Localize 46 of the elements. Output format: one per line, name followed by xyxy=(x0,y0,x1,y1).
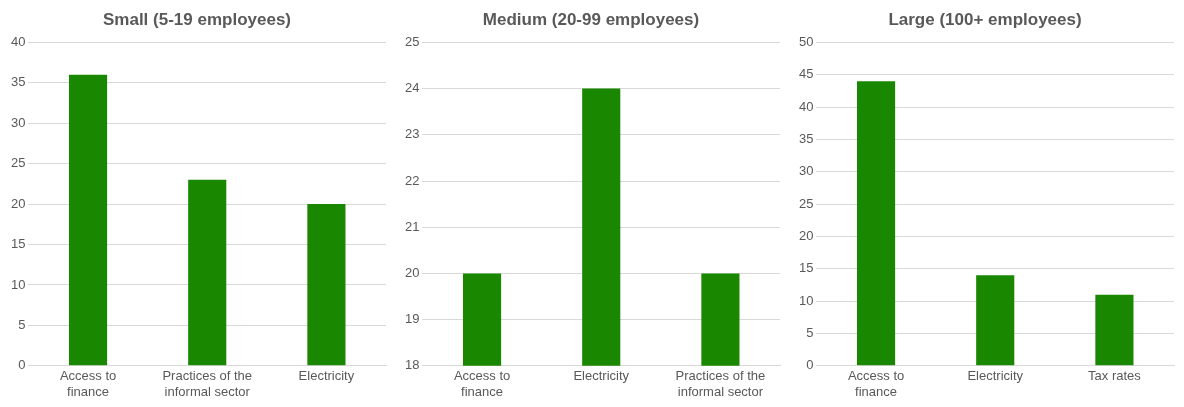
y-tick-label: 25 xyxy=(798,195,814,211)
chart-title: Large (100+ employees) xyxy=(888,9,1082,29)
x-tick-label: Access to finance xyxy=(453,368,511,399)
chart-title: Small (5-19 employees) xyxy=(102,9,292,29)
chart-title: Medium (20-99 employees) xyxy=(482,9,700,29)
y-tick-label: 50 xyxy=(798,33,814,49)
y-tick-label: 5 xyxy=(806,325,814,341)
bar xyxy=(976,275,1015,366)
y-tick-label: 35 xyxy=(10,74,26,90)
y-tick-label: 20 xyxy=(798,228,814,244)
y-tick-label: 23 xyxy=(404,126,420,142)
x-tick-label: Practices of the informal sector xyxy=(675,368,766,399)
y-tick-label: 40 xyxy=(10,33,26,49)
y-tick-label: 18 xyxy=(404,357,420,373)
y-tick-label: 45 xyxy=(798,66,814,82)
x-tick-label: Access to finance xyxy=(847,368,905,399)
y-tick-label: 25 xyxy=(10,155,26,171)
bar xyxy=(307,204,346,366)
y-tick-label: 30 xyxy=(798,163,814,179)
y-tick-label: 0 xyxy=(806,357,814,373)
y-tick-label: 21 xyxy=(404,218,420,234)
y-tick-label: 10 xyxy=(798,292,814,308)
y-tick-label: 5 xyxy=(18,316,26,332)
bar xyxy=(1095,294,1134,366)
y-tick-label: 0 xyxy=(18,357,26,373)
y-tick-label: 15 xyxy=(798,260,814,276)
x-tick-label: Tax rates xyxy=(1088,368,1142,384)
x-tick-label: Electricity xyxy=(573,368,630,384)
y-tick-label: 15 xyxy=(10,236,26,252)
y-tick-label: 24 xyxy=(404,80,420,96)
y-tick-label: 35 xyxy=(798,131,814,146)
y-tick-label: 30 xyxy=(10,114,26,130)
y-tick-label: 10 xyxy=(10,276,26,292)
x-tick-label: Electricity xyxy=(967,368,1024,384)
bar xyxy=(68,74,108,366)
bar xyxy=(856,81,896,366)
y-tick-label: 25 xyxy=(404,33,420,49)
x-tick-label: Access to finance xyxy=(59,368,117,399)
y-tick-label: 20 xyxy=(10,195,26,211)
y-tick-label: 22 xyxy=(404,172,420,188)
y-tick-label: 20 xyxy=(404,264,420,280)
y-tick-label: 19 xyxy=(404,311,420,327)
bar xyxy=(188,179,227,366)
x-tick-label: Electricity xyxy=(298,368,355,384)
y-tick-label: 40 xyxy=(798,98,814,114)
x-tick-label: Practices of the informal sector xyxy=(162,368,253,399)
